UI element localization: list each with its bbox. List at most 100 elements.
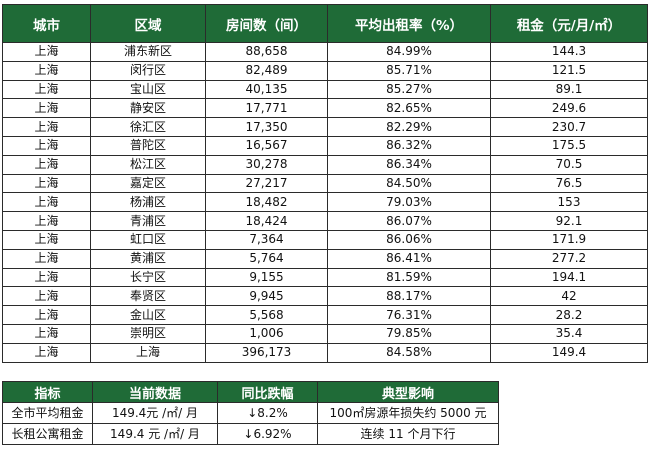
- table-row: 上海 黄浦区 5,764 86.41% 277.2: [2, 248, 648, 269]
- cell-city: 上海: [2, 117, 91, 137]
- table-row: 上海 崇明区 1,006 79.85% 35.4: [2, 323, 648, 344]
- summary-cell-current-value: 149.4元 /㎡/ 月: [92, 402, 218, 424]
- cell-occupancy-rate: 85.71%: [327, 60, 491, 81]
- cell-city: 上海: [2, 229, 91, 250]
- cell-room-count: 17,350: [205, 117, 328, 137]
- cell-occupancy-rate: 85.27%: [327, 79, 491, 100]
- cell-rent: 42: [490, 286, 648, 307]
- cell-room-count: 82,489: [205, 60, 328, 81]
- cell-occupancy-rate: 76.31%: [327, 305, 491, 325]
- cell-rent: 149.4: [490, 342, 648, 363]
- cell-city: 上海: [2, 286, 91, 307]
- summary-header-current: 当前数据: [92, 381, 218, 403]
- cell-rent: 70.5: [490, 154, 648, 175]
- cell-city: 上海: [2, 211, 91, 231]
- cell-rent: 28.2: [490, 305, 648, 325]
- table-row: 上海 普陀区 16,567 86.32% 175.5: [2, 135, 648, 156]
- cell-rent: 194.1: [490, 267, 648, 288]
- table-row: 上海 浦东新区 88,658 84.99% 144.3: [2, 42, 648, 62]
- cell-occupancy-rate: 84.58%: [327, 342, 491, 363]
- cell-room-count: 18,482: [205, 192, 328, 213]
- cell-district: 金山区: [90, 305, 206, 325]
- cell-district: 虹口区: [90, 229, 206, 250]
- summary-cell-metric: 长租公寓租金: [2, 423, 93, 445]
- table-row: 上海 徐汇区 17,350 82.29% 230.7: [2, 117, 648, 137]
- header-city: 城市: [2, 4, 91, 43]
- cell-room-count: 17,771: [205, 98, 328, 119]
- cell-occupancy-rate: 86.06%: [327, 229, 491, 250]
- summary-row: 长租公寓租金 149.4 元 /㎡/ 月 ↓6.92% 连续 11 个月下行: [2, 423, 499, 445]
- table-row: 上海 松江区 30,278 86.34% 70.5: [2, 154, 648, 175]
- rental-data-table: 城市 区域 房间数（间） 平均出租率（%） 租金（元/月/㎡） 上海 浦东新区 88…: [2, 4, 648, 363]
- cell-district: 宝山区: [90, 79, 206, 100]
- cell-city: 上海: [2, 323, 91, 344]
- cell-city: 上海: [2, 154, 91, 175]
- cell-city: 上海: [2, 42, 91, 62]
- header-room-count: 房间数（间）: [205, 4, 328, 43]
- cell-occupancy-rate: 79.03%: [327, 192, 491, 213]
- table-row: 上海 金山区 5,568 76.31% 28.2: [2, 305, 648, 325]
- cell-district: 杨浦区: [90, 192, 206, 213]
- cell-occupancy-rate: 88.17%: [327, 286, 491, 307]
- cell-room-count: 30,278: [205, 154, 328, 175]
- cell-city: 上海: [2, 60, 91, 81]
- table-row: 上海 青浦区 18,424 86.07% 92.1: [2, 211, 648, 231]
- cell-rent: 121.5: [490, 60, 648, 81]
- summary-cell-yoy-drop: ↓6.92%: [217, 423, 318, 445]
- cell-rent: 277.2: [490, 248, 648, 269]
- cell-occupancy-rate: 82.65%: [327, 98, 491, 119]
- cell-room-count: 27,217: [205, 173, 328, 194]
- cell-city: 上海: [2, 267, 91, 288]
- header-occupancy-rate: 平均出租率（%）: [327, 4, 491, 43]
- cell-city: 上海: [2, 342, 91, 363]
- cell-district: 奉贤区: [90, 286, 206, 307]
- cell-district: 浦东新区: [90, 42, 206, 62]
- cell-occupancy-rate: 82.29%: [327, 117, 491, 137]
- summary-header-row: 指标 当前数据 同比跌幅 典型影响: [2, 381, 499, 403]
- cell-city: 上海: [2, 79, 91, 100]
- cell-room-count: 5,764: [205, 248, 328, 269]
- table-row: 上海 静安区 17,771 82.65% 249.6: [2, 98, 648, 119]
- cell-district: 长宁区: [90, 267, 206, 288]
- summary-cell-impact: 连续 11 个月下行: [317, 423, 499, 445]
- cell-rent: 76.5: [490, 173, 648, 194]
- cell-room-count: 16,567: [205, 135, 328, 156]
- cell-room-count: 9,945: [205, 286, 328, 307]
- cell-district: 普陀区: [90, 135, 206, 156]
- cell-district: 嘉定区: [90, 173, 206, 194]
- table-row: 上海 奉贤区 9,945 88.17% 42: [2, 286, 648, 307]
- cell-room-count: 5,568: [205, 305, 328, 325]
- cell-room-count: 9,155: [205, 267, 328, 288]
- summary-table: 指标 当前数据 同比跌幅 典型影响 全市平均租金 149.4元 /㎡/ 月 ↓8.2…: [2, 381, 499, 445]
- cell-occupancy-rate: 84.99%: [327, 42, 491, 62]
- table-row: 上海 长宁区 9,155 81.59% 194.1: [2, 267, 648, 288]
- cell-room-count: 18,424: [205, 211, 328, 231]
- cell-city: 上海: [2, 135, 91, 156]
- cell-room-count: 7,364: [205, 229, 328, 250]
- summary-row: 全市平均租金 149.4元 /㎡/ 月 ↓8.2% 100㎡房源年损失约 5000 元: [2, 402, 499, 424]
- summary-header-impact: 典型影响: [317, 381, 499, 403]
- cell-district: 闵行区: [90, 60, 206, 81]
- table-row: 上海 嘉定区 27,217 84.50% 76.5: [2, 173, 648, 194]
- cell-rent: 175.5: [490, 135, 648, 156]
- cell-occupancy-rate: 86.41%: [327, 248, 491, 269]
- cell-occupancy-rate: 84.50%: [327, 173, 491, 194]
- cell-rent: 230.7: [490, 117, 648, 137]
- cell-occupancy-rate: 79.85%: [327, 323, 491, 344]
- header-district: 区域: [90, 4, 206, 43]
- cell-rent: 153: [490, 192, 648, 213]
- cell-district: 崇明区: [90, 323, 206, 344]
- cell-city: 上海: [2, 248, 91, 269]
- table-row: 上海 杨浦区 18,482 79.03% 153: [2, 192, 648, 213]
- cell-rent: 92.1: [490, 211, 648, 231]
- cell-occupancy-rate: 86.07%: [327, 211, 491, 231]
- cell-room-count: 88,658: [205, 42, 328, 62]
- cell-occupancy-rate: 86.34%: [327, 154, 491, 175]
- cell-room-count: 1,006: [205, 323, 328, 344]
- cell-city: 上海: [2, 98, 91, 119]
- cell-district: 青浦区: [90, 211, 206, 231]
- table-header-row: 城市 区域 房间数（间） 平均出租率（%） 租金（元/月/㎡）: [2, 4, 648, 43]
- cell-occupancy-rate: 81.59%: [327, 267, 491, 288]
- summary-cell-metric: 全市平均租金: [2, 402, 93, 424]
- cell-occupancy-rate: 86.32%: [327, 135, 491, 156]
